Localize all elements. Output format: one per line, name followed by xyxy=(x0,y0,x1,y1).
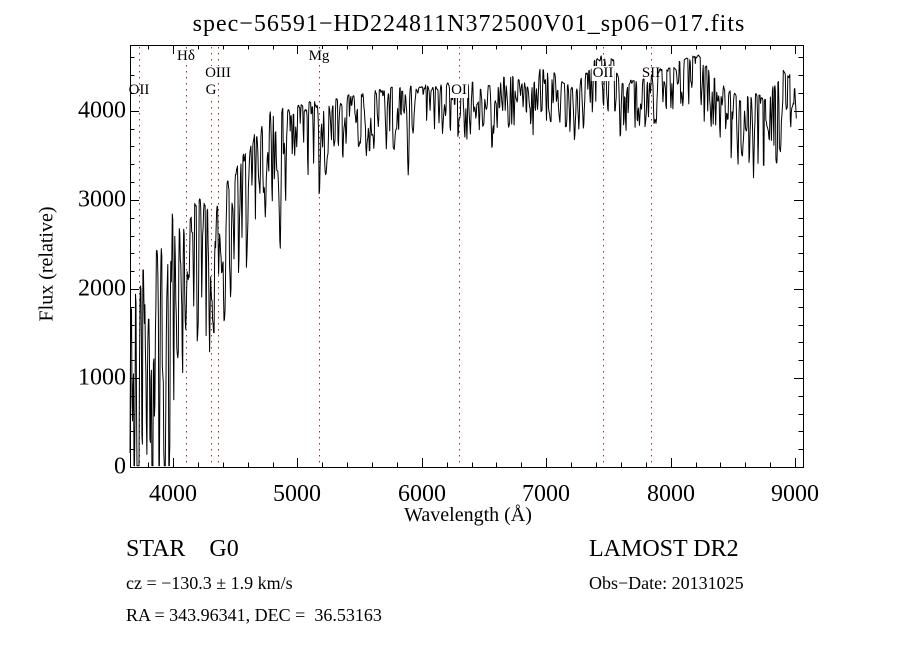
y-tick-label: 2000 xyxy=(78,275,126,302)
x-tick-label: 9000 xyxy=(771,481,819,507)
line-marker-label: OII xyxy=(591,65,615,81)
x-tick-label: 6000 xyxy=(398,481,446,507)
y-axis-label: Flux (relative) xyxy=(35,206,58,322)
plot-frame xyxy=(130,45,804,468)
spectrum-trace xyxy=(129,54,797,467)
object-class-text: STAR G0 xyxy=(126,536,239,562)
line-marker-label: SII xyxy=(641,65,661,81)
y-tick-label: 3000 xyxy=(78,186,126,213)
obs-date-text: Obs−Date: 20131025 xyxy=(589,573,744,593)
survey-release-text: LAMOST DR2 xyxy=(589,536,739,562)
y-tick-label: 1000 xyxy=(78,364,126,391)
x-tick-label: 7000 xyxy=(522,481,570,507)
line-marker-label: Hδ xyxy=(176,48,196,64)
x-tick-label: 4000 xyxy=(149,481,197,507)
x-tick-label: 5000 xyxy=(273,481,321,507)
x-tick-label: 8000 xyxy=(647,481,695,507)
line-marker-label: G xyxy=(204,82,218,98)
line-marker-label: Mg xyxy=(307,48,331,64)
y-tick-label: 0 xyxy=(114,453,126,480)
cz-velocity-text: cz = −130.3 ± 1.9 km/s xyxy=(126,573,293,593)
ra-dec-text: RA = 343.96341, DEC = 36.53163 xyxy=(126,605,382,625)
plot-title: spec−56591−HD224811N372500V01_sp06−017.f… xyxy=(192,11,746,37)
line-marker-label: OIII xyxy=(204,65,232,81)
line-marker-label: OII xyxy=(128,82,150,98)
line-marker-label: OI xyxy=(450,82,468,98)
y-tick-label: 4000 xyxy=(78,97,126,124)
x-axis-label: Wavelength (Å) xyxy=(404,504,532,526)
